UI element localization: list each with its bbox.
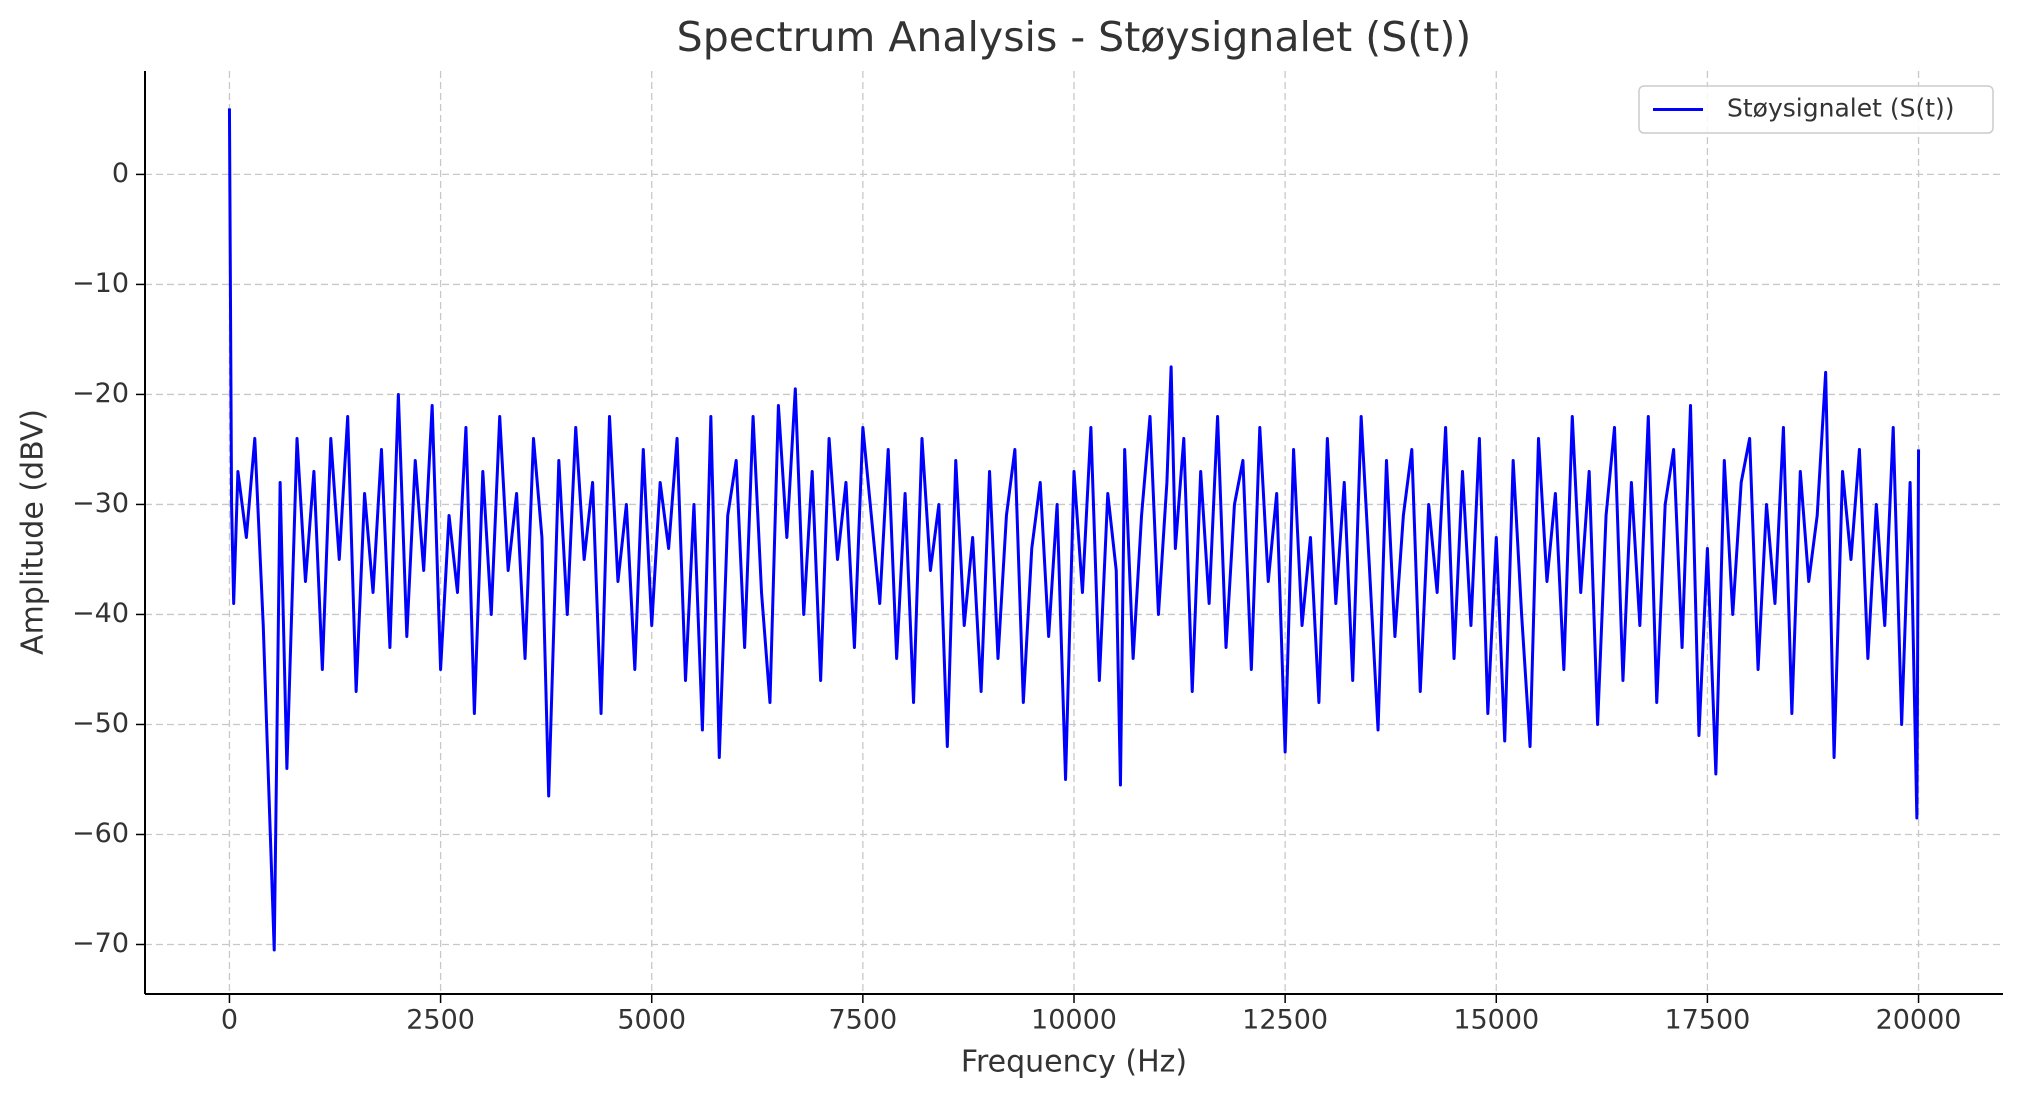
x-axis-label: Frequency (Hz) bbox=[961, 1045, 1187, 1080]
x-tick-label: 0 bbox=[221, 1005, 238, 1036]
y-tick-label: −50 bbox=[72, 708, 129, 739]
y-tick-label: −40 bbox=[72, 598, 129, 629]
x-tick-label: 5000 bbox=[617, 1005, 686, 1036]
chart-title: Spectrum Analysis - Støysignalet (S(t)) bbox=[677, 13, 1472, 61]
x-tick-label: 12500 bbox=[1242, 1005, 1328, 1036]
legend-box bbox=[1638, 85, 1994, 134]
x-tick-label: 2500 bbox=[406, 1005, 475, 1036]
x-tick-label: 15000 bbox=[1453, 1005, 1539, 1036]
y-tick-label: −60 bbox=[72, 818, 129, 849]
y-axis-label: Amplitude (dBV) bbox=[16, 409, 51, 655]
y-tick-label: −10 bbox=[72, 268, 129, 299]
x-tick-label: 10000 bbox=[1031, 1005, 1117, 1036]
y-tick-label: −70 bbox=[72, 928, 129, 959]
y-tick-label: 0 bbox=[112, 158, 129, 189]
x-tick-label: 7500 bbox=[829, 1005, 898, 1036]
y-tick-label: −30 bbox=[72, 488, 129, 519]
y-tick-label: −20 bbox=[72, 378, 129, 409]
legend-label: Støysignalet (S(t)) bbox=[1727, 94, 1955, 123]
x-tick-label: 17500 bbox=[1664, 1005, 1750, 1036]
line-series bbox=[227, 108, 1921, 952]
x-tick-label: 20000 bbox=[1876, 1005, 1962, 1036]
